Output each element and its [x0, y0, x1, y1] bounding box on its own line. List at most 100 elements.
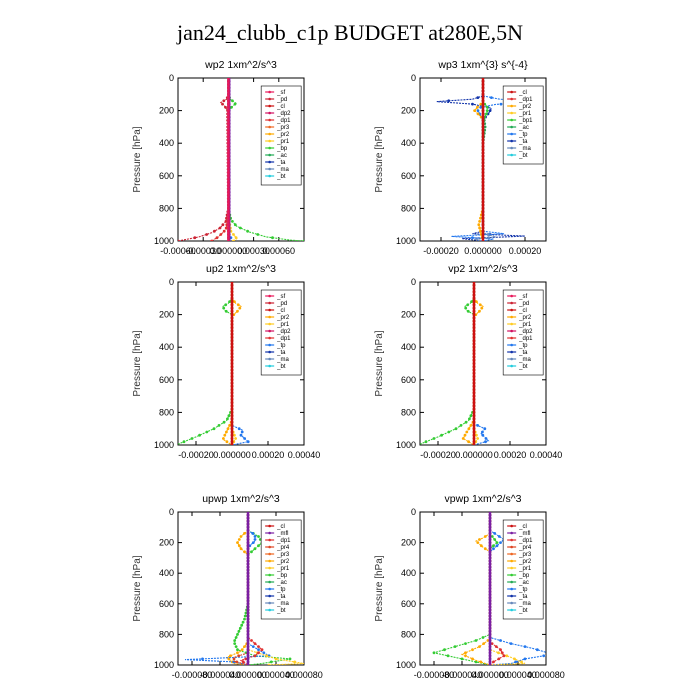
panel-4: vp2 1xm^2/s^3 0 200 400 600 800 1000 Pressure [… [374, 263, 562, 460]
series-point [488, 654, 492, 658]
series-point [488, 565, 492, 569]
series-point [227, 167, 230, 171]
series-point [217, 424, 221, 427]
legend-label: _dp1 [518, 538, 533, 544]
series-point [230, 326, 234, 329]
legend-marker [268, 322, 271, 326]
series-point [227, 203, 230, 207]
series-point [230, 430, 234, 434]
series-point [474, 639, 478, 642]
legend-label: _ac [276, 153, 287, 159]
series-point [481, 177, 485, 181]
series-point [463, 433, 467, 437]
legend-label: _pd [276, 301, 287, 307]
legend-marker [268, 350, 271, 354]
series-point [223, 433, 227, 437]
series-point [472, 388, 476, 391]
series-point [225, 440, 229, 444]
legend-label: _ta [276, 160, 286, 166]
series-point [472, 368, 476, 372]
series-point [302, 239, 304, 241]
series-point [230, 362, 234, 365]
series-point [446, 654, 450, 658]
legend-label: _ma [276, 601, 289, 607]
series-point [454, 427, 458, 431]
legend-marker [510, 90, 513, 94]
series-group [420, 282, 490, 445]
series-point [227, 151, 230, 155]
series-point [227, 213, 230, 217]
y-tick-label: 400 [159, 342, 174, 352]
series-point [227, 164, 230, 168]
series-point [235, 660, 239, 664]
series-point [472, 336, 476, 339]
series-point [218, 226, 222, 230]
legend-label: _ta [518, 594, 528, 600]
series-point [478, 645, 481, 648]
panel-title: upwp 1xm^2/s^3 [202, 493, 280, 505]
legend-label: _ac [518, 580, 529, 586]
legend-label: _ac [518, 125, 529, 131]
legend-marker [268, 294, 271, 298]
legend-label: _ta [276, 594, 286, 600]
series-point [488, 660, 492, 664]
series-point [472, 332, 476, 336]
legend-label: _pr1 [518, 566, 532, 572]
y-tick-label: 1000 [154, 440, 174, 450]
series-point [481, 161, 485, 165]
series-point [490, 535, 494, 538]
series-point [227, 414, 231, 418]
series-point [478, 538, 481, 541]
series-point [483, 535, 487, 538]
series-point [471, 236, 474, 240]
series-point [230, 355, 234, 359]
series-point [459, 424, 463, 427]
series-point [233, 433, 236, 437]
series-point [481, 115, 485, 119]
series-point [237, 427, 241, 431]
series-point [246, 574, 250, 578]
series-point [227, 158, 230, 161]
series-point [481, 223, 485, 227]
series-point [488, 645, 492, 648]
series-point [227, 89, 230, 93]
series-point [492, 544, 495, 548]
series-point [239, 547, 243, 551]
series-point [227, 174, 230, 178]
series-point [239, 433, 243, 437]
series-point [472, 313, 476, 316]
series-point [240, 648, 244, 652]
y-tick-label: 200 [401, 310, 416, 320]
series-point [244, 657, 248, 661]
series-point [481, 109, 485, 112]
series-point [481, 207, 485, 210]
series-point [241, 620, 245, 624]
x-tick-label: 0.000000 [213, 450, 251, 460]
series-point [481, 233, 485, 236]
legend-marker [510, 132, 513, 136]
y-tick-label: 200 [401, 106, 416, 116]
series-point [222, 229, 226, 233]
series-point [488, 544, 492, 548]
series-point [243, 617, 246, 621]
series-line-dp1 [239, 512, 263, 665]
series-point [230, 404, 234, 408]
x-tick-label: 0.000080 [527, 670, 565, 680]
series-point [481, 112, 485, 116]
legend-label: _cl [276, 524, 285, 530]
x-tick-label: 0.000080 [285, 670, 323, 680]
series-point [227, 210, 230, 214]
series-point [481, 220, 485, 223]
series-point [213, 229, 216, 233]
series-point [481, 96, 485, 99]
series-point [227, 223, 230, 227]
panel-5: upwp 1xm^2/s^3 0 200 400 600 800 1000 Pressure … [132, 493, 323, 680]
series-point [472, 424, 476, 427]
series-point [227, 220, 230, 223]
series-point [230, 381, 234, 385]
series-point [246, 608, 250, 612]
series-point [246, 633, 250, 636]
series-point [230, 287, 234, 290]
series-point [481, 236, 485, 240]
series-point [246, 577, 250, 581]
